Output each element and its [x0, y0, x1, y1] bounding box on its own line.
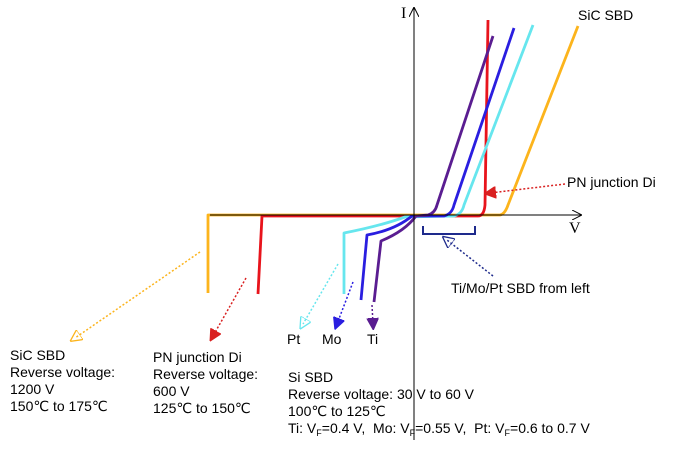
- mo-label: Mo: [322, 331, 342, 347]
- curve-pt-sbd: [342, 24, 535, 294]
- si-sbd-caption: Si SBD Reverse voltage: 30 V to 60 V 100…: [288, 369, 590, 442]
- curve-pn-junction: [256, 19, 490, 295]
- mo-vf-prefix: Mo: V: [373, 420, 410, 436]
- x-axis-label: V: [569, 220, 581, 237]
- si-caption-line2: 100℃ to 125℃: [288, 403, 386, 419]
- schottky-bracket: [422, 226, 476, 235]
- pt-vf-prefix: Pt: V: [474, 420, 505, 436]
- ti-vf-prefix: Ti: V: [288, 420, 317, 436]
- sic-caption-title: SiC SBD: [10, 347, 66, 363]
- pn-caption-line2: 600 V: [153, 383, 190, 399]
- sic-caption-arrow: [75, 251, 201, 338]
- sic-caption-line2: 1200 V: [10, 381, 55, 397]
- sic-sbd-caption: SiC SBD Reverse voltage: 1200 V 150℃ to …: [10, 347, 115, 415]
- ti-label: Ti: [367, 331, 378, 347]
- sic-caption-line3: 150℃ to 175℃: [10, 398, 108, 414]
- pn-caption-line3: 125℃ to 150℃: [153, 400, 251, 416]
- pt-vf-value: =0.6 to 0.7 V: [510, 420, 590, 436]
- si-caption-line1: Reverse voltage: 30 V to 60 V: [288, 386, 474, 402]
- sic-sbd-curve-label: SiC SBD: [578, 7, 633, 23]
- mo-label-arrow: [337, 281, 354, 324]
- pt-vf-sub: F: [504, 428, 511, 438]
- ti-vf-sub: F: [316, 428, 322, 438]
- mo-vf-sub: F: [409, 428, 416, 438]
- curve-ti-sbd: [372, 35, 495, 303]
- curve-mo-sbd: [359, 27, 516, 301]
- si-caption-title: Si SBD: [288, 369, 334, 385]
- ti-vf-value: =0.4 V,: [321, 420, 366, 436]
- schottky-callout-arrow: [447, 240, 494, 277]
- ti-label-arrow: [372, 304, 373, 324]
- pn-caption-arrow: [213, 277, 247, 336]
- sic-caption-line1: Reverse voltage:: [10, 364, 116, 380]
- curve-sic-sbd: [206, 25, 580, 293]
- pt-label-arrow: [303, 263, 339, 324]
- y-axis-label: I: [401, 5, 406, 22]
- pn-junction-caption: PN junction Di Reverse voltage: 600 V 12…: [153, 349, 258, 417]
- pn-caption-line1: Reverse voltage:: [153, 366, 259, 382]
- pn-caption-title: PN junction Di: [153, 349, 242, 365]
- mo-vf-value: =0.55 V,: [415, 420, 467, 436]
- schottky-callout-label: Ti/Mo/Pt SBD from left: [451, 280, 590, 296]
- pn-callout-arrow: [490, 183, 566, 193]
- pt-label: Pt: [287, 331, 300, 347]
- pn-junction-callout-label: PN junction Di: [567, 174, 656, 190]
- si-caption-vf-line: Ti: VF=0.4 V, Mo: VF=0.55 V, Pt: VF=0.6 …: [288, 420, 590, 442]
